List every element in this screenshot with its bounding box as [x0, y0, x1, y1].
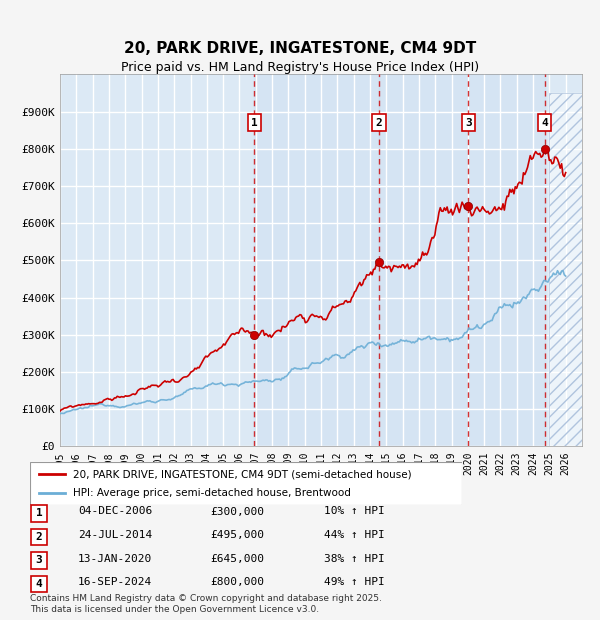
- Text: 3: 3: [35, 556, 43, 565]
- FancyBboxPatch shape: [31, 575, 47, 593]
- Text: 38% ↑ HPI: 38% ↑ HPI: [324, 554, 385, 564]
- FancyBboxPatch shape: [31, 528, 47, 546]
- Text: 1: 1: [251, 118, 258, 128]
- Text: £800,000: £800,000: [210, 577, 264, 587]
- Text: 20, PARK DRIVE, INGATESTONE, CM4 9DT: 20, PARK DRIVE, INGATESTONE, CM4 9DT: [124, 41, 476, 56]
- Text: Price paid vs. HM Land Registry's House Price Index (HPI): Price paid vs. HM Land Registry's House …: [121, 61, 479, 74]
- Text: 13-JAN-2020: 13-JAN-2020: [78, 554, 152, 564]
- Bar: [254, 74, 379, 446]
- Text: 1: 1: [35, 508, 43, 518]
- FancyBboxPatch shape: [31, 505, 47, 521]
- Text: 49% ↑ HPI: 49% ↑ HPI: [324, 577, 385, 587]
- Text: 2: 2: [35, 532, 43, 542]
- Text: 10% ↑ HPI: 10% ↑ HPI: [324, 507, 385, 516]
- Text: £300,000: £300,000: [210, 507, 264, 516]
- Text: 2: 2: [376, 118, 382, 128]
- Text: 24-JUL-2014: 24-JUL-2014: [78, 530, 152, 540]
- Text: 16-SEP-2024: 16-SEP-2024: [78, 577, 152, 587]
- Bar: [469, 74, 545, 446]
- Text: £495,000: £495,000: [210, 530, 264, 540]
- Text: 4: 4: [541, 118, 548, 128]
- Bar: [379, 74, 469, 446]
- FancyBboxPatch shape: [30, 462, 462, 505]
- Text: 44% ↑ HPI: 44% ↑ HPI: [324, 530, 385, 540]
- Bar: [550, 74, 582, 446]
- Text: 3: 3: [465, 118, 472, 128]
- Text: HPI: Average price, semi-detached house, Brentwood: HPI: Average price, semi-detached house,…: [73, 488, 351, 498]
- Text: Contains HM Land Registry data © Crown copyright and database right 2025.
This d: Contains HM Land Registry data © Crown c…: [30, 595, 382, 614]
- Text: 20, PARK DRIVE, INGATESTONE, CM4 9DT (semi-detached house): 20, PARK DRIVE, INGATESTONE, CM4 9DT (se…: [73, 469, 412, 479]
- Text: £645,000: £645,000: [210, 554, 264, 564]
- Text: 4: 4: [35, 579, 43, 589]
- Text: 04-DEC-2006: 04-DEC-2006: [78, 507, 152, 516]
- FancyBboxPatch shape: [31, 552, 47, 569]
